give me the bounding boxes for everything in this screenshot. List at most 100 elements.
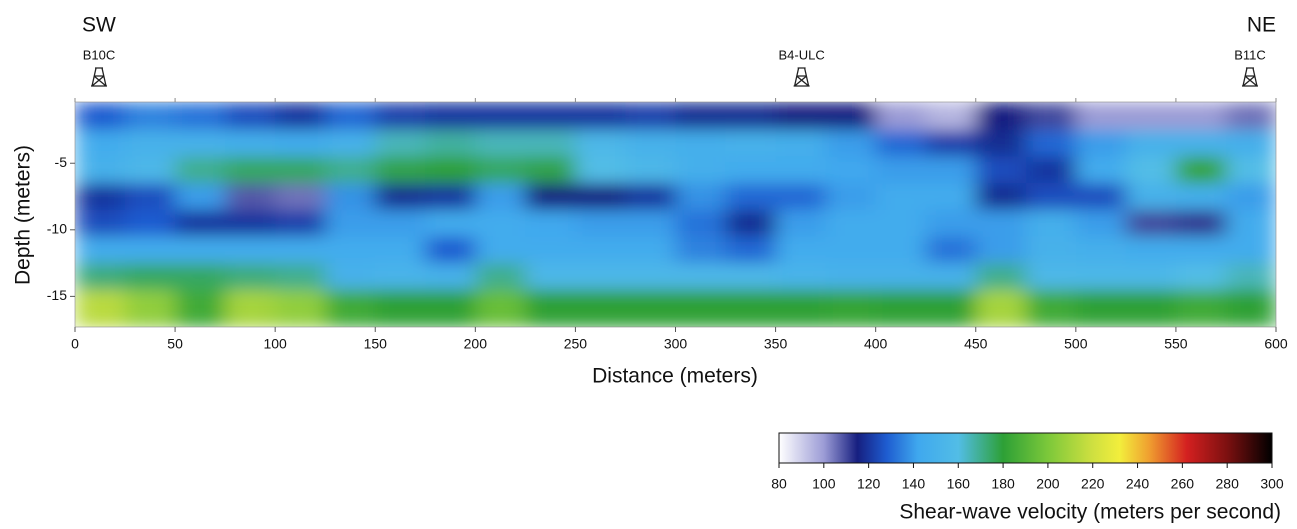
heat-cell: [875, 289, 927, 327]
heat-cell: [1125, 236, 1177, 264]
heat-cell: [1075, 156, 1127, 184]
heat-cell: [225, 263, 276, 291]
heat-cell: [75, 102, 126, 131]
heat-cell: [1075, 263, 1127, 291]
heat-cell: [725, 102, 777, 131]
heat-cell: [825, 289, 877, 327]
heat-cell: [525, 183, 576, 211]
heat-cell: [875, 183, 927, 211]
heat-cell: [325, 236, 376, 264]
heat-cell: [825, 102, 877, 131]
heat-cell: [775, 129, 827, 158]
heat-cell: [875, 263, 927, 291]
heat-cell: [775, 183, 827, 211]
y-tick-label: -10: [47, 221, 67, 237]
heat-cell: [425, 289, 476, 327]
heat-cell: [475, 236, 526, 264]
heat-cell: [575, 236, 626, 264]
heat-cell: [675, 156, 727, 184]
colorbar-tick-label: 80: [771, 476, 787, 492]
heat-cell: [1175, 129, 1227, 158]
heat-cell: [1075, 209, 1127, 237]
colorbar-tick-label: 200: [1036, 476, 1060, 492]
heat-cell: [575, 183, 626, 211]
heat-cell: [175, 183, 226, 211]
heat-cell: [575, 129, 626, 158]
heat-cell: [275, 156, 326, 184]
heat-cell: [575, 156, 626, 184]
colorbar-tick-label: 220: [1081, 476, 1105, 492]
heat-cell: [75, 289, 126, 327]
heat-cell: [525, 209, 576, 237]
heat-cell: [775, 156, 827, 184]
heat-cell: [975, 263, 1027, 291]
heat-cell: [1125, 263, 1177, 291]
heat-cell: [75, 183, 126, 211]
heat-cell: [225, 156, 276, 184]
heat-cell: [175, 156, 226, 184]
heat-cell: [375, 236, 426, 264]
heat-cell: [675, 289, 727, 327]
heat-cell: [1125, 102, 1177, 131]
heat-cell: [525, 129, 576, 158]
heat-cell: [425, 263, 476, 291]
heat-cell: [425, 156, 476, 184]
heat-cell: [925, 129, 977, 158]
x-tick-label: 200: [464, 336, 488, 352]
heat-cell: [975, 129, 1027, 158]
x-tick-label: 150: [364, 336, 388, 352]
heat-cell: [1175, 209, 1227, 237]
heat-cell: [225, 102, 276, 131]
heat-cell: [175, 129, 226, 158]
heat-cell: [225, 129, 276, 158]
heat-cell: [1075, 129, 1127, 158]
heat-cell: [175, 102, 226, 131]
heat-cell: [725, 156, 777, 184]
heat-cell: [925, 263, 977, 291]
side-label: SW: [82, 14, 116, 37]
heat-cell: [375, 183, 426, 211]
heat-cell: [75, 156, 126, 184]
heat-cell: [375, 102, 426, 131]
heat-cell: [825, 129, 877, 158]
heatmap: [75, 102, 1276, 327]
heat-cell: [1125, 183, 1177, 211]
heat-cell: [875, 236, 927, 264]
heat-cell: [175, 289, 226, 327]
heat-cell: [575, 209, 626, 237]
borehole-icon: [793, 67, 810, 87]
heat-cell: [275, 209, 326, 237]
heat-cell: [475, 263, 526, 291]
y-tick-label: -5: [55, 154, 68, 170]
heat-cell: [675, 209, 727, 237]
x-tick-label: 600: [1264, 336, 1288, 352]
heat-cell: [175, 209, 226, 237]
heat-cell: [425, 236, 476, 264]
heat-cell: [1125, 289, 1177, 327]
heat-cell: [1025, 129, 1077, 158]
heat-cell: [325, 156, 376, 184]
heat-cell: [575, 102, 626, 131]
heat-cell: [575, 263, 626, 291]
heat-cell: [125, 183, 176, 211]
heat-cell: [925, 289, 977, 327]
heat-cell: [1225, 129, 1276, 158]
heat-cell: [375, 156, 426, 184]
heat-cell: [1175, 263, 1227, 291]
heat-cell: [125, 129, 176, 158]
heat-cell: [1175, 289, 1227, 327]
heat-cell: [525, 236, 576, 264]
heat-cell: [1175, 102, 1227, 131]
colorbar-tick-label: 120: [857, 476, 881, 492]
heat-cell: [275, 263, 326, 291]
heat-cell: [525, 263, 576, 291]
heat-cell: [75, 209, 126, 237]
heat-cell: [425, 129, 476, 158]
heat-cell: [225, 289, 276, 327]
colorbar-tick-label: 160: [947, 476, 971, 492]
x-tick-label: 250: [564, 336, 588, 352]
heat-cell: [125, 102, 176, 131]
heat-cell: [875, 209, 927, 237]
heat-cell: [375, 263, 426, 291]
heat-cell: [125, 156, 176, 184]
